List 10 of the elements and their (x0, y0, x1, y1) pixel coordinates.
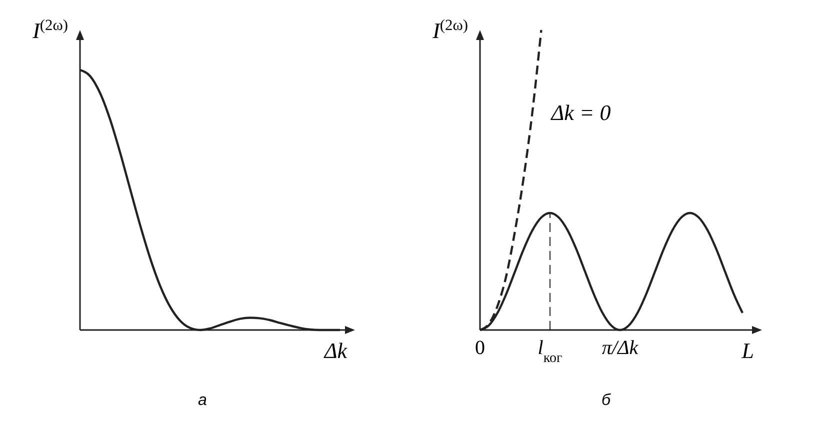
x-axis-title: Δk (323, 338, 348, 363)
y-axis-title: I$^{(2ω)}$ (32, 16, 68, 43)
annotation: Δk = 0 (550, 100, 611, 125)
x-tick-label: l$_{ког}$ (538, 337, 562, 366)
y-axis-title: I$^{(2ω)}$ (432, 16, 468, 43)
text: а (198, 392, 208, 409)
x-tick-label: 0 (475, 337, 485, 359)
x-tick-label: π/Δk (602, 337, 640, 359)
text: б (602, 392, 612, 409)
x-axis-title: L (740, 338, 754, 363)
